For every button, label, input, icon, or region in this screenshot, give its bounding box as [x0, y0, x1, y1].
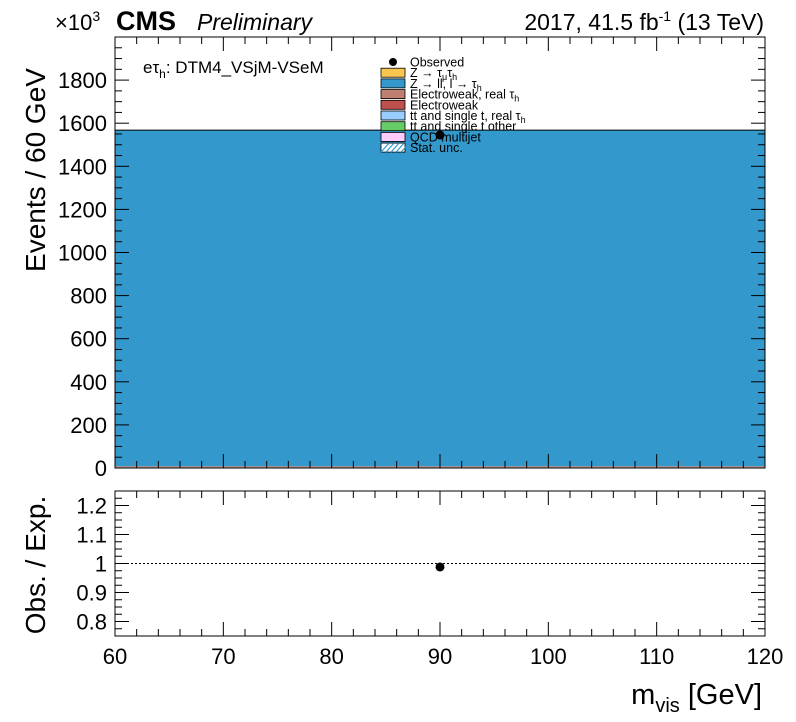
- legend-observed-marker: [389, 58, 397, 66]
- x-tick-label: 70: [211, 644, 235, 669]
- legend-label: Electroweak, real τh: [410, 88, 519, 104]
- main-x-axis-ticks: [114, 37, 766, 468]
- exponent-label: ×103: [55, 8, 100, 35]
- ratio-y-tick-label: 0.8: [76, 610, 107, 635]
- legend-swatch-ew: [380, 99, 406, 110]
- legend-hatch-line: [400, 142, 410, 153]
- y-tick-label: 1400: [58, 154, 107, 179]
- y-tick-label: 200: [70, 413, 107, 438]
- main-y-axis-ticks: 0 200 400 600 800 1000 1200 1400 1600 1800: [58, 47, 765, 481]
- main-y-axis-title: Events / 60 GeV: [20, 68, 51, 272]
- legend-swatch-qcd: [380, 131, 406, 142]
- ratio-panel: 0.8 0.9 1 1.1 1.2 60 70 80 90 100 110 120 Obs. / E…: [20, 490, 784, 717]
- x-tick-label: 80: [319, 644, 343, 669]
- ratio-frame: [114, 490, 766, 637]
- legend-swatch-ew_real: [380, 89, 406, 99]
- x-axis-title: mvis [GeV]: [631, 679, 762, 717]
- ratio-y-tick-label: 0.9: [76, 581, 107, 606]
- y-tick-label: 1800: [58, 68, 107, 93]
- legend-swatch-tt_real: [380, 110, 406, 121]
- legend-label: Stat. unc.: [410, 141, 463, 155]
- observed-point: [435, 130, 445, 140]
- legend-swatch-ztt: [380, 67, 406, 78]
- legend-hatch-line: [390, 142, 400, 153]
- y-tick-label: 400: [70, 370, 107, 395]
- y-tick-label: 800: [70, 284, 107, 309]
- legend-label: QCD multijet: [410, 130, 481, 144]
- status-label: Preliminary: [197, 9, 314, 35]
- luminosity-label: 2017, 41.5 fb-1 (13 TeV): [524, 8, 764, 35]
- y-tick-label: 0: [95, 456, 107, 481]
- legend-hatch-line: [380, 142, 390, 153]
- observed-data: [435, 130, 445, 140]
- x-tick-label: 110: [639, 644, 674, 669]
- legend-label: tt and single t, real τh: [410, 109, 526, 125]
- y-tick-label: 600: [70, 327, 107, 352]
- ratio-y-tick-label: 1.1: [76, 523, 107, 548]
- legend-swatch-tt_other: [380, 121, 406, 132]
- stacked-histogram: [115, 129, 765, 469]
- main-frame: [114, 36, 766, 469]
- legend-label: Z → τμτh: [410, 66, 457, 82]
- x-tick-label: 120: [747, 644, 784, 669]
- experiment-label: CMS: [116, 6, 176, 36]
- x-tick-label: 90: [428, 644, 452, 669]
- x-tick-label: 100: [530, 644, 567, 669]
- legend-hatch-line: [395, 142, 405, 153]
- legend-label: Z → ll, l → τh: [410, 77, 482, 93]
- main-panel: 0 200 400 600 800 1000 1200 1400 1600 1800 eτh: D…: [20, 36, 766, 481]
- legend-swatch-zll: [380, 78, 406, 89]
- legend-label: Observed: [410, 56, 464, 70]
- y-tick-label: 1200: [58, 197, 107, 222]
- y-tick-label: 1000: [58, 241, 107, 266]
- ratio-points: [435, 562, 445, 572]
- category-label: eτh: DTM4_VSjM-VSeM: [143, 58, 324, 81]
- legend-label: tt and single t other: [410, 120, 516, 134]
- ratio-y-tick-label: 1.2: [76, 494, 107, 519]
- ratio-y-axis-title: Obs. / Exp.: [20, 496, 51, 635]
- ratio-point: [435, 562, 445, 572]
- y-tick-label: 1600: [58, 111, 107, 136]
- stack-bar-zll: [115, 130, 765, 467]
- x-tick-label: 60: [103, 644, 127, 669]
- ratio-y-tick-label: 1: [95, 552, 107, 577]
- legend-hatch-line: [385, 142, 395, 153]
- legend-label: Electroweak: [410, 98, 479, 112]
